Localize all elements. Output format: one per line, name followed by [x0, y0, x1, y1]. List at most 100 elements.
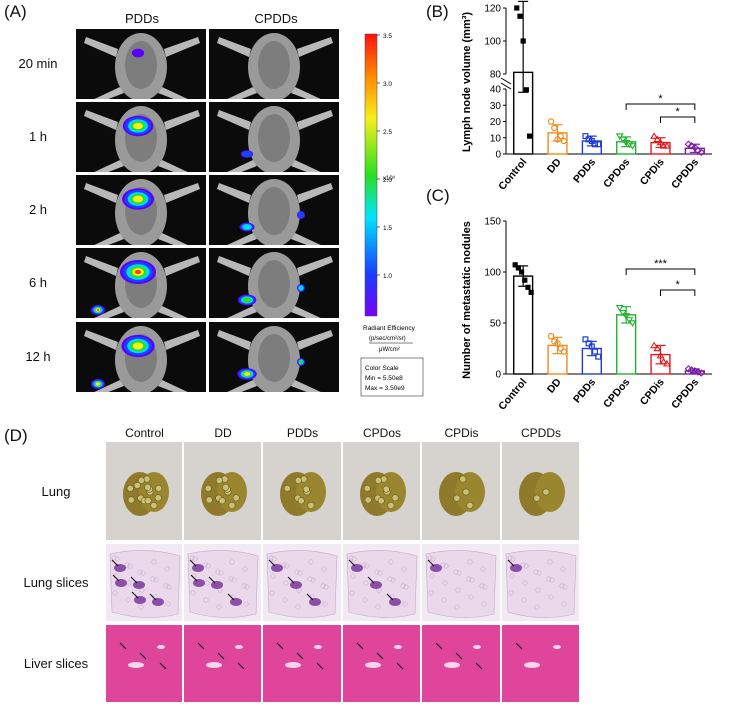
- tumor-focus: [351, 564, 363, 572]
- y-tick-label: 80: [490, 70, 502, 81]
- data-point: [588, 343, 595, 350]
- x-tick-label: CPDis: [638, 156, 667, 188]
- data-point: [656, 351, 665, 359]
- arrow-marker: [427, 559, 435, 567]
- metastatic-nodule: [150, 501, 158, 509]
- data-point: [526, 133, 533, 139]
- mouse-limb: [84, 256, 118, 276]
- y-tick-label: 50: [490, 319, 502, 330]
- mouse-silhouette: [217, 179, 333, 245]
- significance-bracket: [625, 103, 696, 110]
- y-tick-label: 10: [490, 133, 502, 144]
- x-tick-label: DD: [545, 376, 564, 396]
- tumor-focus: [370, 581, 382, 589]
- signal-spot: [242, 297, 252, 303]
- mouse-image-cpdds: [209, 29, 339, 99]
- arrow-marker: [111, 559, 119, 567]
- metastatic-nodule: [462, 488, 470, 496]
- y-tick-label: 120: [484, 4, 501, 15]
- tissue-section: [502, 625, 579, 702]
- tumor-focus: [133, 581, 145, 589]
- tissue-section: [266, 550, 338, 618]
- data-point: [557, 345, 564, 352]
- chart-b: Lymph node volume (mm³) 0 10 20 30 40 80 100 120…: [461, 0, 712, 193]
- arrow-marker: [159, 662, 167, 670]
- panel-c-label: (C): [426, 186, 450, 205]
- y-tick-label: 20: [490, 117, 502, 128]
- histology-tile: [422, 544, 500, 621]
- signal-spot: [241, 150, 253, 158]
- color-scale-title: Color Scale: [365, 365, 399, 372]
- mouse-limb: [84, 110, 118, 130]
- data-point: [653, 344, 662, 352]
- x-tick-label: CPDis: [638, 376, 667, 408]
- metastatic-nodule: [294, 476, 302, 484]
- group-header-pdds: PDDs: [286, 426, 319, 440]
- mouse-limb: [297, 110, 333, 130]
- colorbar-legend: 3.5 3.0 2.5 2.0 1.5 1.0 x10⁹ Radiant Efficien…: [360, 33, 424, 397]
- signal-spot: [96, 309, 100, 311]
- histology-tile: [263, 625, 341, 702]
- x-tick-label: CPDDs: [669, 156, 701, 191]
- signal-spot: [95, 382, 101, 386]
- histology-tile: [106, 625, 182, 702]
- data-point: [557, 132, 564, 140]
- mouse-limb: [227, 87, 257, 99]
- metastatic-nodule: [283, 484, 291, 492]
- data-point: [697, 148, 706, 157]
- mouse-image-pdds: [76, 102, 206, 172]
- data-point: [618, 310, 627, 317]
- signal-spot: [243, 372, 251, 376]
- group-header-cpdds: CPDDs: [520, 426, 561, 440]
- x-tick-label: PDDs: [571, 156, 598, 185]
- timepoint-label: 20 min: [18, 56, 58, 71]
- mouse-image-cpdds: [209, 322, 339, 392]
- data-point: [560, 348, 568, 355]
- metastatic-nodule: [459, 475, 467, 483]
- tissue-section: [505, 550, 577, 618]
- tumor-focus: [192, 564, 204, 572]
- metastatic-nodule: [232, 494, 240, 502]
- data-point: [525, 284, 531, 290]
- data-point: [687, 142, 696, 150]
- mouse-limb: [297, 183, 333, 203]
- mouse-limb: [94, 233, 124, 245]
- mouse-limb: [84, 183, 118, 203]
- mouse-limb: [94, 306, 124, 318]
- mouse-silhouette: [84, 252, 200, 318]
- mouse-limb: [94, 87, 124, 99]
- signal-spot: [133, 122, 143, 130]
- data-point: [615, 304, 624, 312]
- y-axis-label: Lymph node volume (mm³): [461, 12, 473, 152]
- tumor-focus: [510, 564, 522, 572]
- mouse-limb: [297, 330, 333, 350]
- mouse-limb: [291, 160, 321, 172]
- signal-spot: [297, 211, 305, 219]
- arrow-marker: [287, 576, 295, 584]
- data-point: [628, 143, 637, 150]
- x-tick-label: Control: [496, 156, 529, 192]
- data-point: [554, 340, 561, 347]
- arrow-marker: [197, 642, 205, 650]
- metastatic-nodule: [364, 496, 372, 504]
- arrow-marker: [208, 576, 216, 584]
- mouse-limb: [158, 87, 188, 99]
- mouse-silhouette: [217, 106, 333, 172]
- group-header-cpdos: CPDos: [362, 426, 401, 440]
- metastatic-nodule: [391, 494, 399, 502]
- signal-spot: [299, 360, 303, 364]
- data-point: [517, 13, 523, 19]
- arrow-marker: [515, 642, 523, 650]
- signal-spot: [298, 285, 304, 291]
- arrow-marker: [131, 591, 139, 599]
- tumor-focus: [134, 596, 146, 604]
- histology-tile: [343, 625, 420, 702]
- tumor-focus: [211, 581, 223, 589]
- condition-label-pdds: PDDs: [125, 11, 159, 26]
- metastatic-nodule: [218, 497, 226, 505]
- arrow-marker: [435, 642, 443, 650]
- group-header-control: Control: [125, 426, 164, 440]
- histology-tile: [106, 544, 182, 621]
- data-point: [595, 141, 602, 148]
- mouse-limb: [217, 37, 251, 57]
